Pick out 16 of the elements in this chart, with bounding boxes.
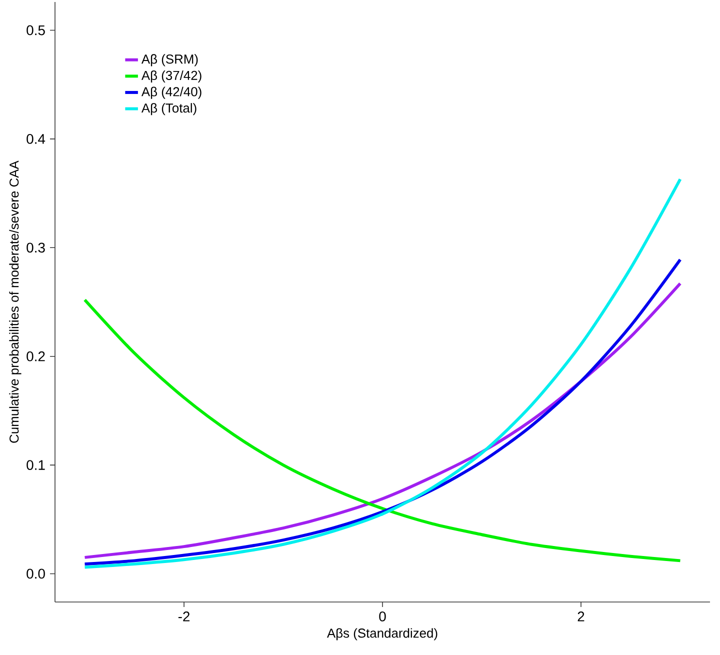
y-tick-label: 0.3 [26,242,45,253]
x-tick-label: -2 [178,612,190,622]
x-tick-label: 0 [379,612,386,622]
y-tick-label: 0.1 [26,460,45,470]
line-series [83,178,682,569]
legend-label: Aβ (Total) [141,103,196,116]
x-axis-title: Aβs (Standardized) [326,628,438,640]
y-tick-label: 0.2 [26,351,45,362]
y-axis-title: Cumulative probabilities of moderate/severe CAA [9,160,22,443]
legend-label: Aβ (SRM) [141,54,198,66]
x-tick-label: 2 [578,612,584,622]
y-tick-label: 0.0 [26,568,45,579]
legend-label: Aβ (42/40) [141,86,202,99]
y-tick-label: 0.4 [26,134,46,144]
legend-label: Aβ (37/42) [141,70,202,83]
y-tick-label: 0.5 [26,25,45,36]
